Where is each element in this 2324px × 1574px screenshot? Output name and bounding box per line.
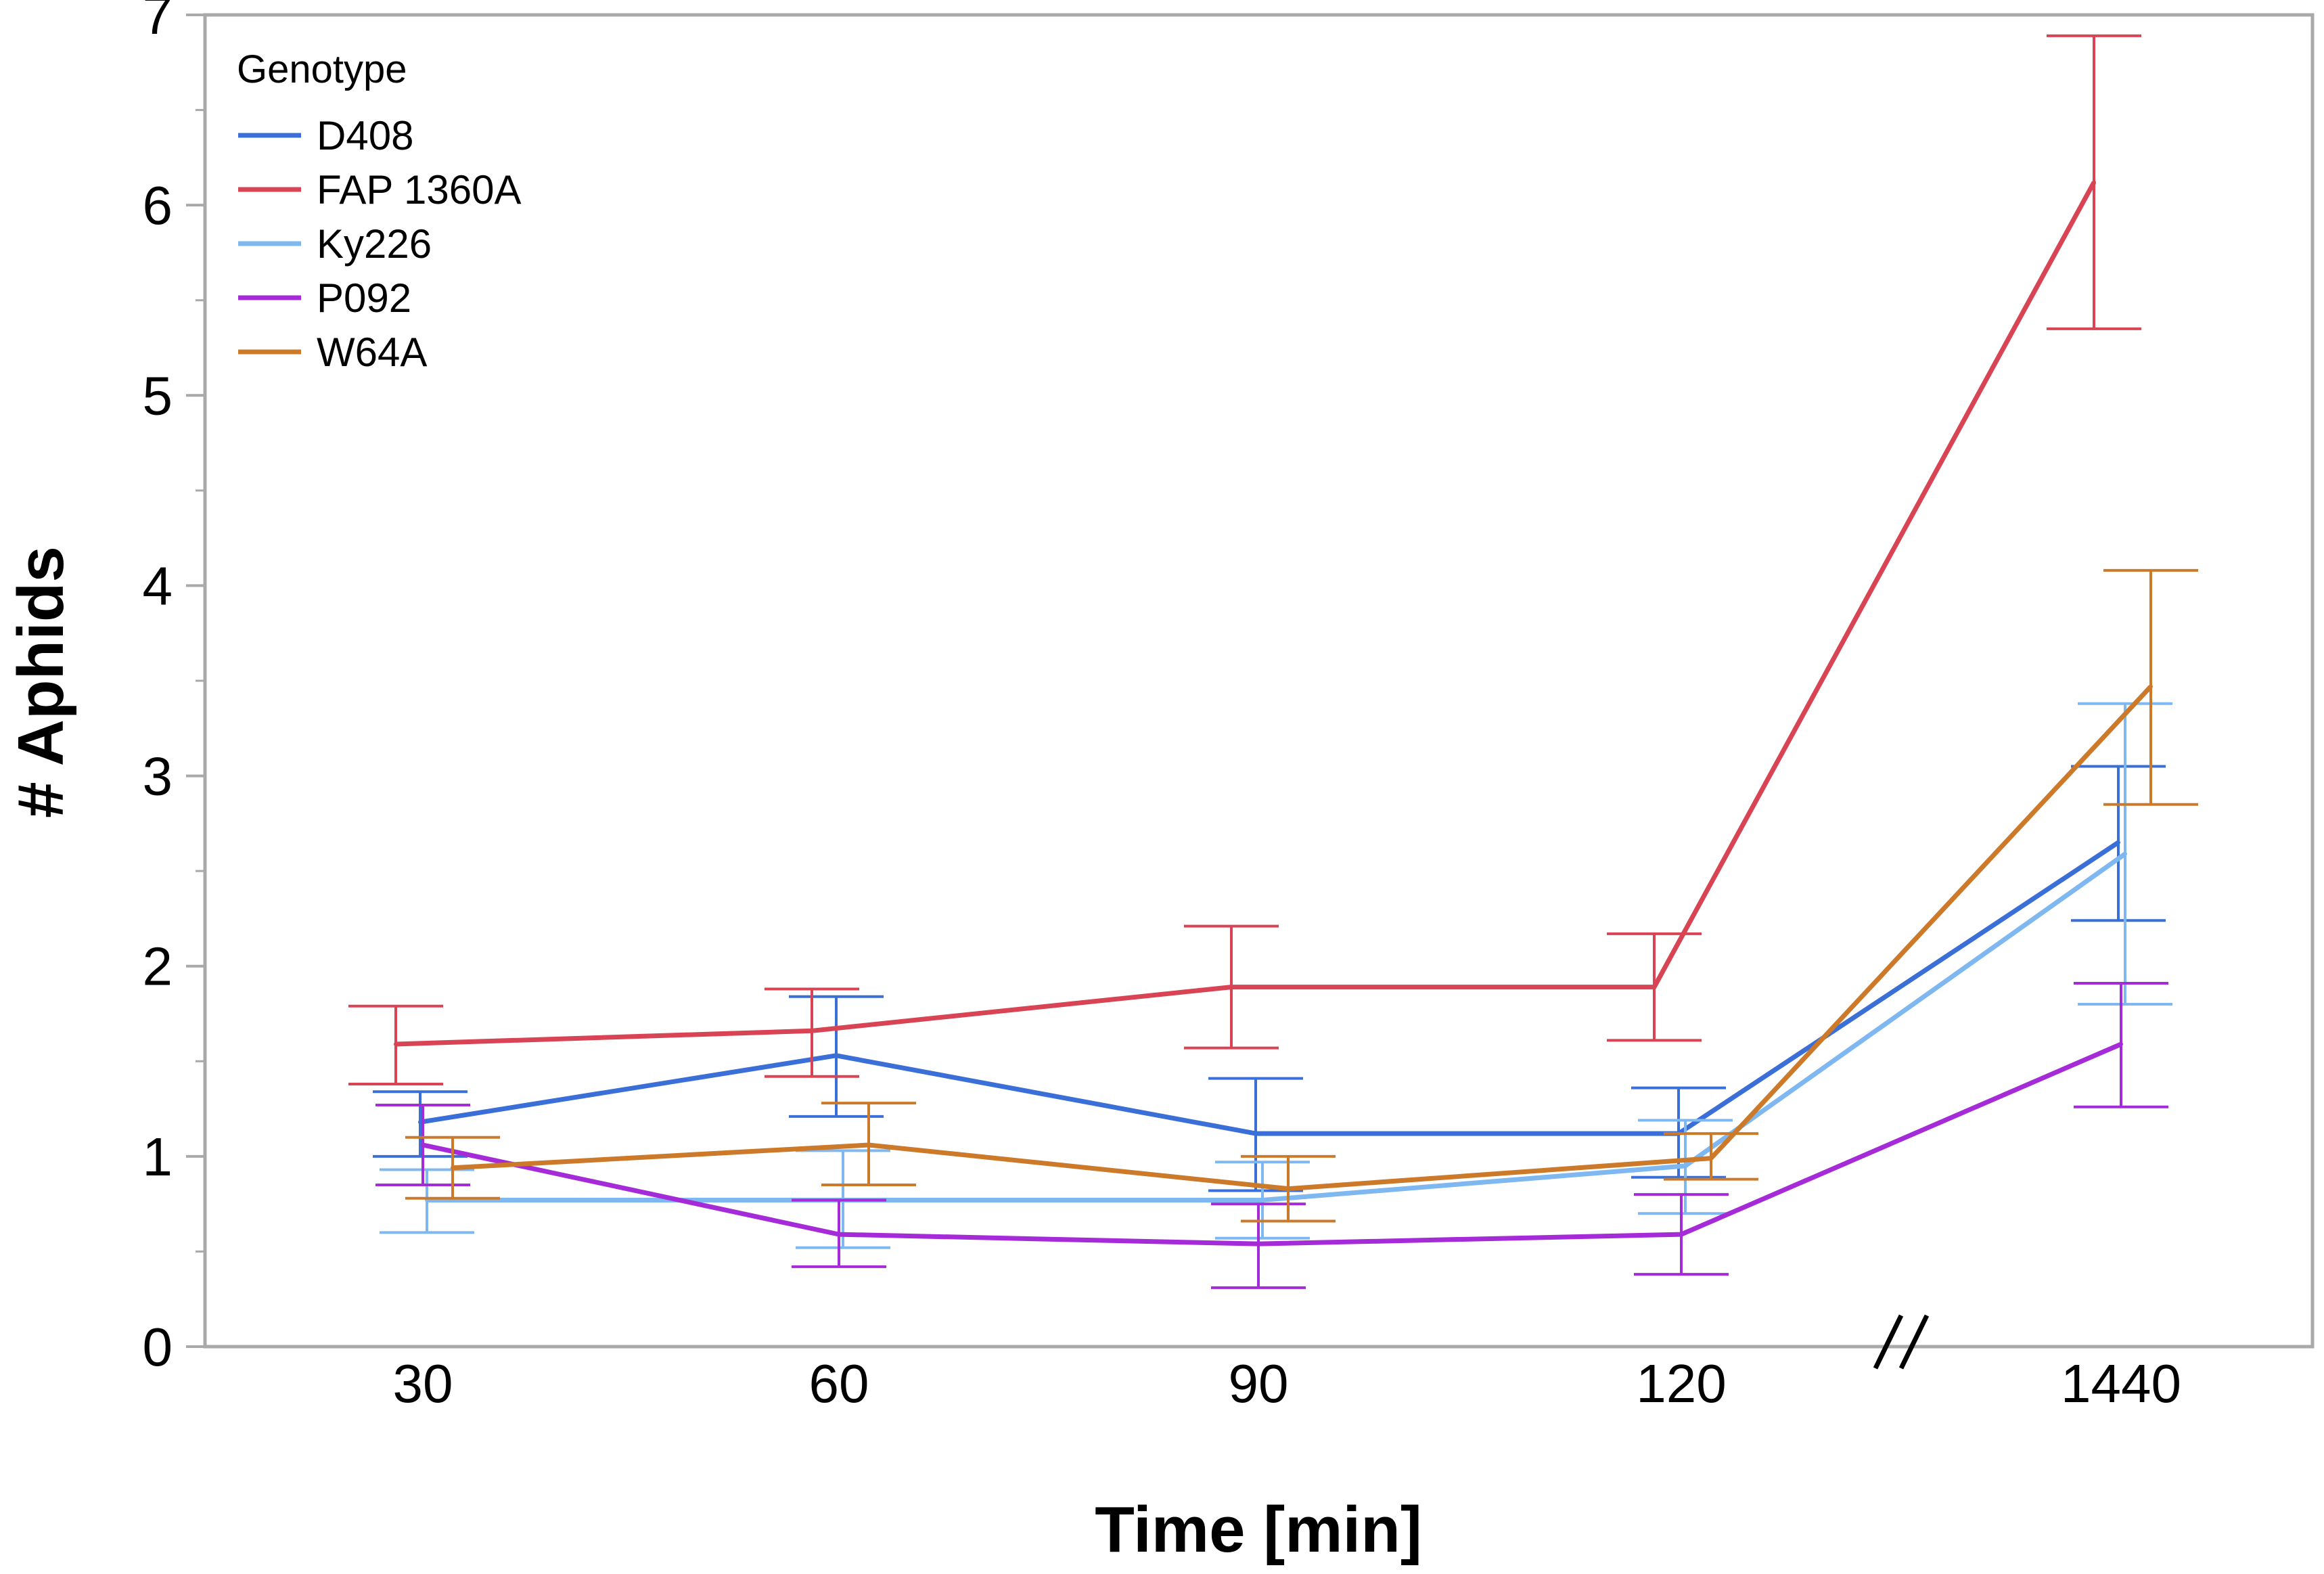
data-point bbox=[2092, 180, 2096, 185]
data-point bbox=[2116, 840, 2120, 845]
data-point bbox=[867, 1142, 871, 1147]
series-p092 bbox=[375, 982, 2168, 1289]
legend-label: W64A bbox=[317, 330, 427, 375]
y-axis: 0 1 2 3 4 5 6 7 bbox=[143, 0, 205, 1377]
legend-item: W64A bbox=[238, 330, 427, 375]
data-point bbox=[1709, 1156, 1713, 1161]
data-point bbox=[1254, 1131, 1258, 1136]
series-layer bbox=[348, 34, 2198, 1289]
y-tick-label: 4 bbox=[143, 556, 173, 616]
data-point bbox=[1229, 985, 1233, 989]
y-tick-label: 0 bbox=[143, 1317, 173, 1377]
y-tick-label: 2 bbox=[143, 937, 173, 997]
series-line bbox=[395, 181, 2097, 1047]
data-point bbox=[451, 1165, 455, 1170]
legend-item: P092 bbox=[238, 275, 411, 321]
legend: Genotype D408 FAP 1360A Ky226 P092 W64A bbox=[237, 47, 521, 375]
x-tick-label: 30 bbox=[393, 1353, 453, 1414]
data-point bbox=[418, 1120, 422, 1125]
data-point bbox=[2123, 851, 2127, 856]
x-axis: 30 60 90 120 1440 bbox=[393, 1314, 2181, 1414]
legend-item: D408 bbox=[238, 113, 413, 158]
x-tick-label: 60 bbox=[809, 1353, 869, 1414]
legend-item: Ky226 bbox=[238, 221, 432, 267]
legend-label: Ky226 bbox=[317, 221, 432, 267]
x-axis-title: Time [min] bbox=[1095, 1493, 1422, 1566]
data-point bbox=[837, 1232, 841, 1237]
data-point bbox=[2119, 1041, 2123, 1046]
data-point bbox=[421, 1142, 425, 1147]
series-ky226 bbox=[380, 702, 2172, 1249]
x-tick-label: 120 bbox=[1636, 1353, 1726, 1414]
y-axis-title: # Aphids bbox=[5, 546, 77, 818]
y-tick-label: 3 bbox=[143, 746, 173, 807]
y-tick-label: 6 bbox=[143, 175, 173, 235]
series-line bbox=[427, 851, 2127, 1203]
y-tick-label: 5 bbox=[143, 365, 173, 426]
series-fap-1360a bbox=[348, 34, 2141, 1086]
y-tick-label: 1 bbox=[143, 1127, 173, 1187]
data-point bbox=[2149, 684, 2153, 689]
x-tick-label: 90 bbox=[1229, 1353, 1289, 1414]
data-point bbox=[394, 1041, 398, 1046]
y-tick-label: 7 bbox=[143, 0, 173, 45]
legend-label: P092 bbox=[317, 275, 411, 321]
series-d408 bbox=[373, 765, 2166, 1192]
data-point bbox=[810, 1029, 814, 1033]
legend-item: FAP 1360A bbox=[238, 167, 521, 212]
legend-label: FAP 1360A bbox=[317, 167, 521, 212]
legend-title: Genotype bbox=[237, 47, 407, 91]
series-line bbox=[422, 1041, 2122, 1246]
data-point bbox=[1256, 1242, 1260, 1246]
data-point bbox=[834, 1053, 838, 1058]
legend-label: D408 bbox=[317, 113, 413, 158]
data-point bbox=[1260, 1198, 1264, 1202]
plot-frame bbox=[203, 13, 2315, 1349]
data-point bbox=[1286, 1186, 1290, 1191]
axis-break-marker bbox=[1873, 1314, 1930, 1370]
data-point bbox=[1679, 1232, 1683, 1237]
x-tick-label: 1440 bbox=[2061, 1353, 2181, 1414]
series-w64a bbox=[405, 568, 2198, 1223]
data-point bbox=[1652, 985, 1656, 989]
data-point bbox=[1683, 1163, 1687, 1168]
series-line bbox=[452, 685, 2153, 1192]
